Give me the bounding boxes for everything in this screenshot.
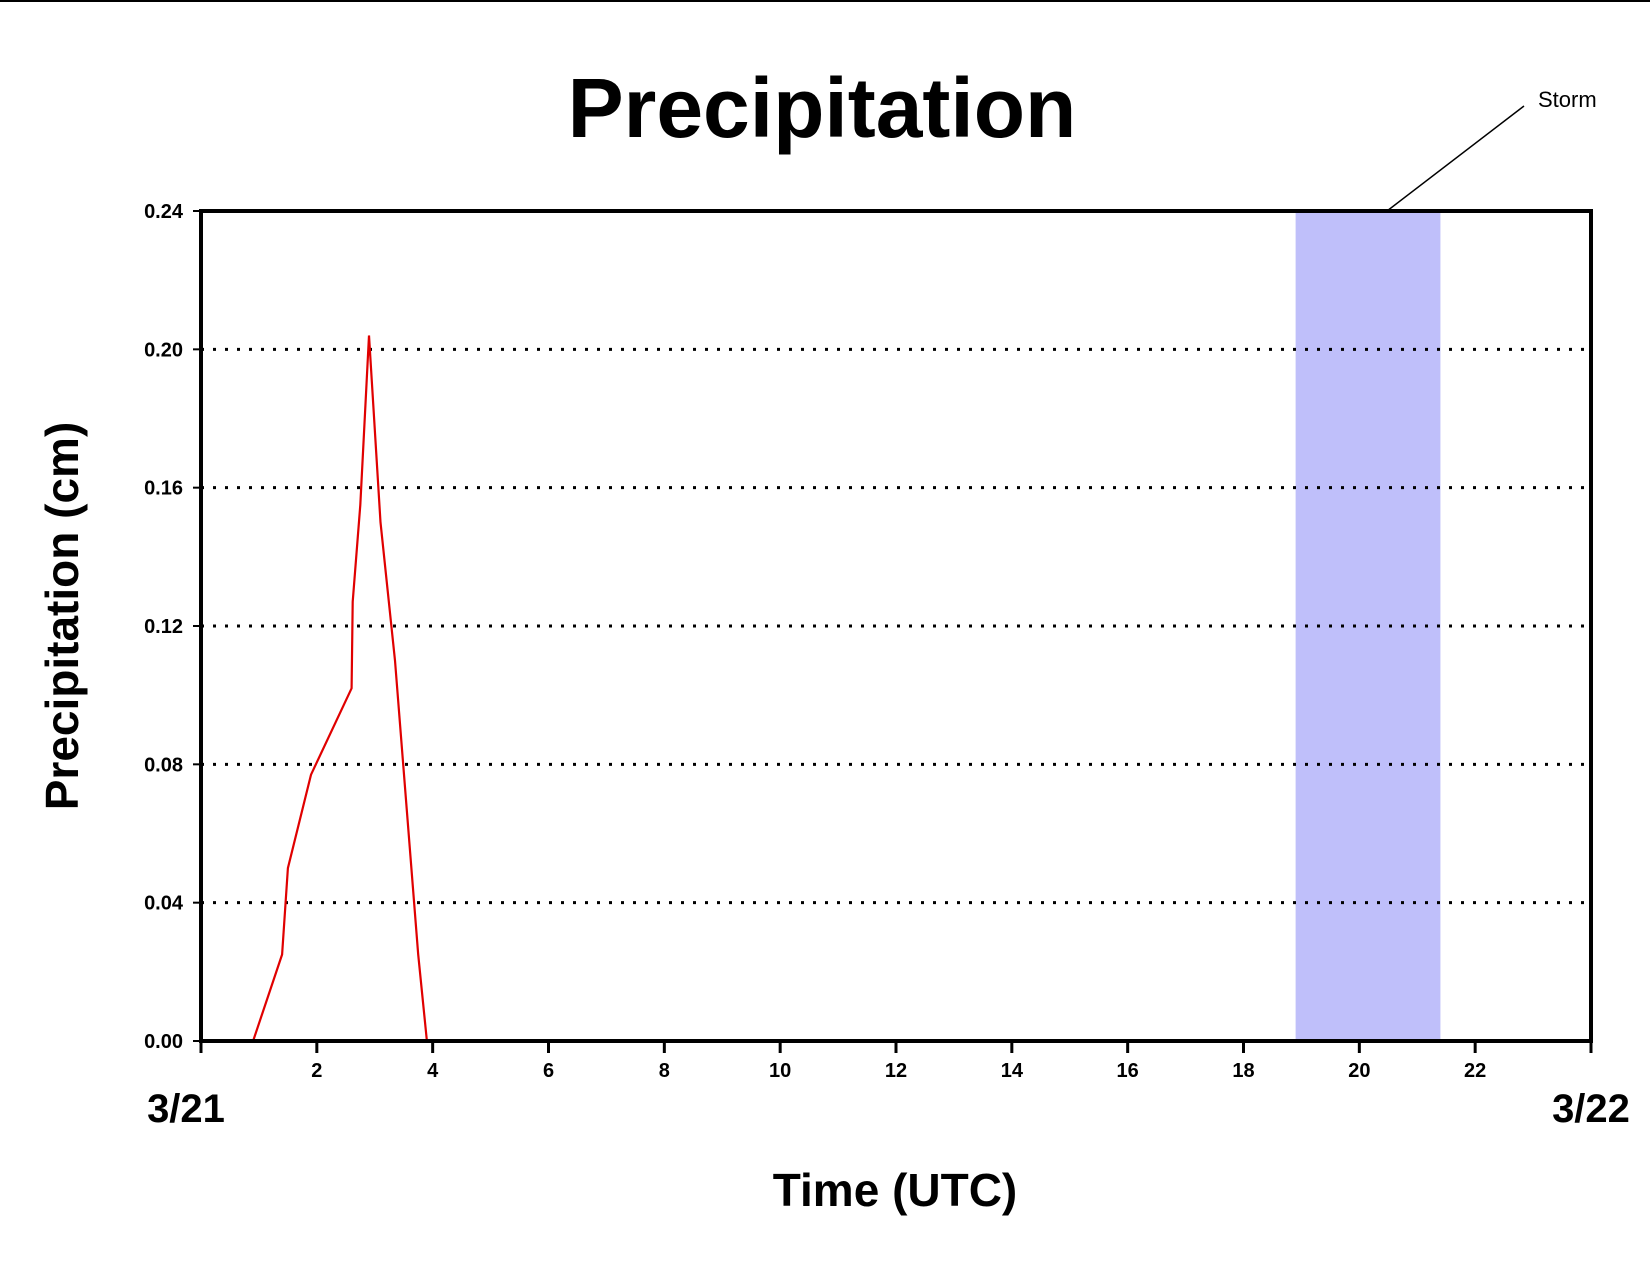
x-tick-label: 12 <box>885 1060 907 1082</box>
x-tick-label: 14 <box>1001 1060 1024 1082</box>
x-axis-ticks: 2 4 6 8 10 12 14 16 18 20 22 <box>199 1041 1593 1082</box>
storm-annotation-leader <box>1386 105 1525 212</box>
x-tick-label: 10 <box>769 1060 791 1082</box>
series-layer <box>199 335 1591 1043</box>
y-tick-label: 0.16 <box>144 478 183 500</box>
x-tick-label: 20 <box>1348 1060 1370 1082</box>
x-tick-label: 2 <box>311 1060 322 1082</box>
x-tick-label: 18 <box>1232 1060 1254 1082</box>
y-tick-label: 0.20 <box>144 339 183 361</box>
x-end-date-label: 3/22 <box>1552 1087 1630 1131</box>
chart-title: Precipitation <box>568 61 1077 155</box>
y-tick-label: 0.08 <box>144 754 183 776</box>
x-tick-label: 4 <box>427 1060 439 1082</box>
series-line <box>199 335 1591 1043</box>
y-tick-label: 0.00 <box>144 1031 183 1053</box>
x-tick-label: 22 <box>1464 1060 1486 1082</box>
x-tick-label: 6 <box>543 1060 554 1082</box>
y-axis-label: Precipitation (cm) <box>36 422 88 811</box>
x-tick-label: 8 <box>659 1060 670 1082</box>
y-axis-ticks: 0.00 0.04 0.08 0.12 0.16 0.20 0.24 <box>144 201 201 1053</box>
y-tick-label: 0.24 <box>144 201 184 223</box>
y-tick-label: 0.12 <box>144 616 183 638</box>
x-axis-label: Time (UTC) <box>773 1164 1018 1216</box>
storm-annotation-label: Storm <box>1538 87 1597 112</box>
x-start-date-label: 3/21 <box>147 1087 225 1131</box>
top-rule <box>0 0 1650 2</box>
x-tick-label: 16 <box>1117 1060 1139 1082</box>
y-tick-label: 0.04 <box>144 893 184 915</box>
